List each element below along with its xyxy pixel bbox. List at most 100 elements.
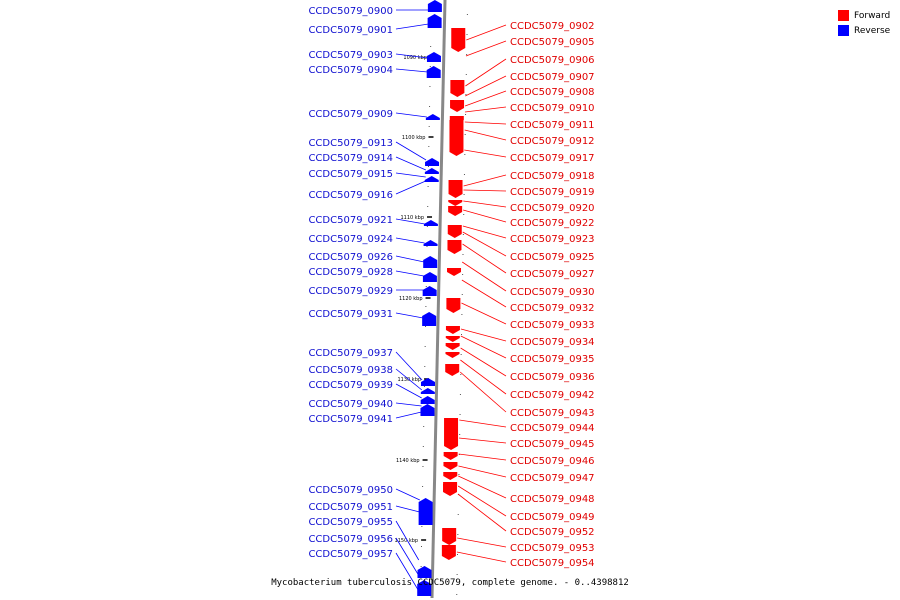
reverse-gene-label: CCDC5079_0913: [308, 138, 393, 149]
reverse-gene-arrow: [420, 404, 435, 416]
reverse-gene-label: CCDC5079_0914: [308, 153, 393, 164]
reverse-gene-label: CCDC5079_0940: [308, 399, 393, 410]
forward-gene-arrow: [441, 545, 456, 560]
minor-tick: [460, 374, 462, 375]
forward-gene-label: CCDC5079_0943: [510, 408, 595, 419]
minor-tick: [427, 166, 429, 167]
minor-tick: [420, 566, 422, 567]
tick-label: 1100 kbp: [402, 135, 426, 141]
reverse-gene-label: CCDC5079_0939: [308, 380, 393, 391]
forward-leader-line: [465, 40, 507, 57]
minor-tick: [430, 46, 432, 47]
reverse-gene-arrow: [423, 256, 438, 268]
minor-tick: [457, 514, 459, 515]
forward-leader-line: [463, 189, 507, 192]
reverse-leader-line: [395, 351, 423, 381]
minor-tick: [463, 194, 465, 195]
tick-label: 1120 kbp: [399, 296, 423, 302]
reverse-leader-line: [395, 255, 425, 263]
forward-gene-arrow: [448, 200, 463, 206]
forward-leader-line: [458, 475, 507, 499]
gene-labels: CCDC5079_0902 CCDC5079_0905 CCDC5079_0906 C…: [308, 6, 594, 569]
forward-gene-arrow: [449, 120, 464, 156]
reverse-gene-label: CCDC5079_0916: [308, 190, 393, 201]
forward-gene-arrow: [445, 343, 460, 350]
reverse-leader-line: [395, 368, 423, 391]
forward-gene-label: CCDC5079_0948: [510, 494, 595, 505]
minor-tick: [427, 186, 429, 187]
minor-tick: [464, 154, 466, 155]
minor-tick: [462, 234, 464, 235]
forward-gene-label: CCDC5079_0952: [510, 527, 595, 538]
reverse-gene-arrow: [423, 220, 438, 226]
forward-gene-arrow: [445, 364, 460, 376]
genome-backbone: [430, 0, 447, 599]
forward-gene-label: CCDC5079_0945: [510, 439, 595, 450]
reverse-gene-arrow: [422, 312, 437, 326]
reverse-leader-line: [395, 156, 427, 171]
reverse-leader-line: [395, 23, 429, 30]
forward-gene-label: CCDC5079_0946: [510, 456, 595, 467]
minor-tick: [463, 174, 465, 175]
minor-tick: [424, 366, 426, 367]
forward-gene-arrow: [448, 180, 463, 198]
gene-features: [417, 0, 466, 596]
forward-leader-line: [457, 485, 507, 517]
minor-tick: [425, 306, 427, 307]
reverse-leader-line: [395, 112, 427, 118]
minor-tick: [422, 466, 424, 467]
forward-leader-line: [460, 335, 507, 359]
forward-gene-label: CCDC5079_0919: [510, 187, 595, 198]
forward-gene-arrow: [445, 352, 460, 358]
forward-gene-arrow: [443, 484, 458, 496]
reverse-gene-arrow: [426, 52, 441, 62]
minor-tick: [461, 334, 463, 335]
reverse-leader-line: [395, 537, 419, 576]
forward-gene-arrow: [450, 80, 465, 97]
reverse-gene-arrow: [425, 114, 440, 120]
forward-gene-label: CCDC5079_0944: [510, 423, 595, 434]
minor-tick: [461, 314, 463, 315]
reverse-gene-arrow: [423, 240, 438, 246]
reverse-gene-label: CCDC5079_0924: [308, 234, 393, 245]
minor-tick: [421, 526, 423, 527]
forward-leader-line: [456, 551, 507, 563]
forward-leader-line: [462, 231, 507, 257]
tick-label: 1090 kbp: [403, 55, 427, 61]
forward-leader-line: [464, 90, 507, 107]
forward-gene-label: CCDC5079_0947: [510, 473, 595, 484]
minor-tick: [465, 94, 467, 95]
reverse-gene-arrow: [425, 158, 440, 166]
forward-gene-arrow: [445, 326, 460, 334]
reverse-gene-label: CCDC5079_0903: [308, 50, 393, 61]
forward-gene-arrow: [443, 452, 458, 460]
forward-gene-label: CCDC5079_0934: [510, 337, 595, 348]
forward-leader-line: [462, 225, 507, 239]
legend-label-reverse: Reverse: [854, 25, 891, 36]
forward-gene-arrow: [451, 28, 466, 52]
reverse-gene-arrow: [417, 566, 432, 578]
forward-gene-arrow: [447, 268, 462, 276]
forward-gene-arrow: [450, 100, 465, 112]
forward-leader-line: [461, 302, 507, 325]
reverse-gene-label: CCDC5079_0950: [308, 485, 393, 496]
minor-tick: [456, 594, 458, 595]
reverse-leader-line: [395, 402, 422, 407]
forward-gene-label: CCDC5079_0918: [510, 171, 595, 182]
forward-gene-label: CCDC5079_0907: [510, 72, 595, 83]
forward-gene-label: CCDC5079_0942: [510, 390, 595, 401]
forward-leader-line: [460, 347, 507, 377]
forward-leader-line: [461, 261, 507, 292]
reverse-leader-line: [395, 411, 422, 419]
label-leader-lines: [395, 9, 507, 591]
forward-gene-label: CCDC5079_0906: [510, 55, 595, 66]
minor-tick: [459, 414, 461, 415]
forward-leader-line: [464, 121, 507, 125]
legend-item-reverse: Reverse: [838, 23, 890, 38]
forward-leader-line: [462, 243, 507, 274]
forward-gene-label: CCDC5079_0908: [510, 87, 595, 98]
minor-tick: [456, 554, 458, 555]
forward-gene-label: CCDC5079_0936: [510, 372, 595, 383]
minor-tick: [457, 534, 459, 535]
forward-gene-label: CCDC5079_0933: [510, 320, 595, 331]
